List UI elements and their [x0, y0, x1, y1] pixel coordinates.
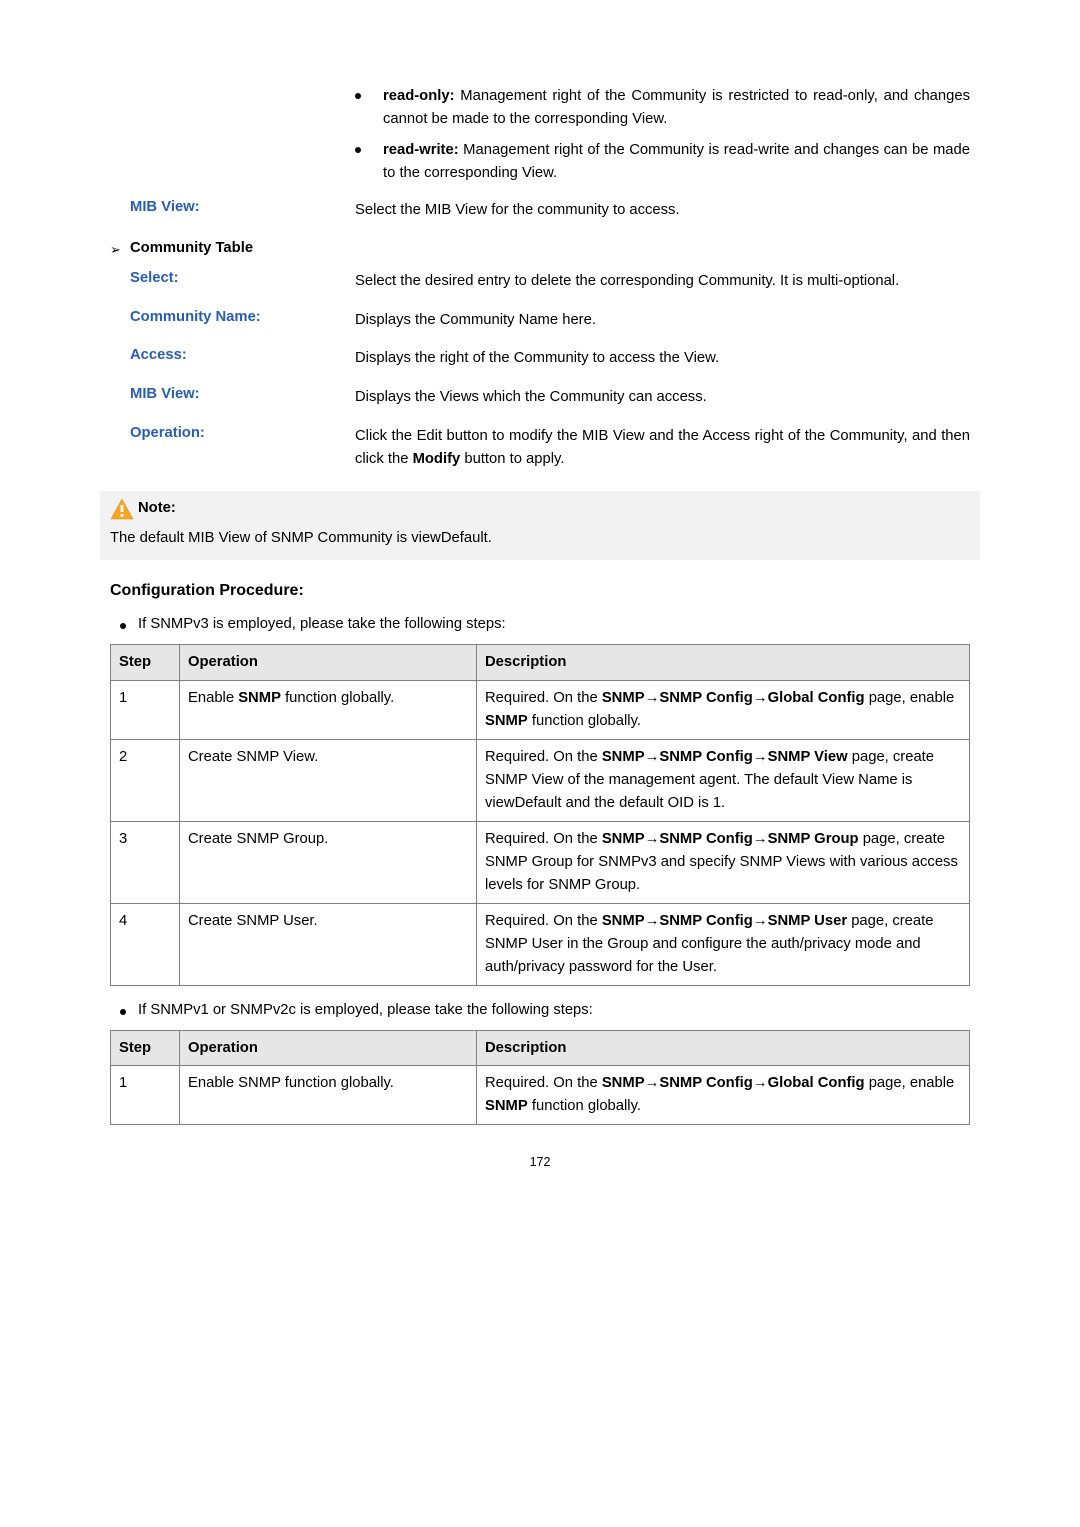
cell-op: Enable SNMP function globally. — [180, 1066, 477, 1125]
note-box: Note: The default MIB View of SNMP Commu… — [100, 491, 980, 560]
note-label: Note: — [138, 497, 176, 521]
bullet-icon — [355, 147, 361, 153]
section-community-table: ➢ Community Table — [110, 240, 970, 258]
desc-mib-view: Select the MIB View for the community to… — [355, 199, 970, 222]
desc-operation-post: button to apply. — [460, 451, 564, 467]
desc-access: Displays the right of the Community to a… — [355, 347, 970, 370]
note-text: The default MIB View of SNMP Community i… — [110, 527, 970, 551]
bullet-icon — [120, 623, 126, 629]
v12-steps-table: Step Operation Description 1 Enable SNMP… — [110, 1030, 970, 1126]
note-header: Note: — [110, 497, 970, 521]
desc-path: SNMP→SNMP Config→SNMP Group — [602, 831, 859, 847]
section-title: Community Table — [130, 240, 253, 256]
access-mode-desc: Management right of the Community is rea… — [383, 142, 970, 181]
term-operation: Operation: — [110, 425, 355, 441]
definition-row: Select: Select the desired entry to dele… — [110, 270, 970, 293]
v3-steps-table: Step Operation Description 1 Enable SNMP… — [110, 644, 970, 985]
page-number: 172 — [110, 1155, 970, 1169]
definition-row: Community Name: Displays the Community N… — [110, 309, 970, 332]
th-description: Description — [477, 1030, 970, 1066]
cell-step: 3 — [111, 822, 180, 904]
access-mode-list: read-only: Management right of the Commu… — [355, 85, 970, 185]
th-operation: Operation — [180, 1030, 477, 1066]
table-header-row: Step Operation Description — [111, 645, 970, 681]
cell-step: 1 — [111, 681, 180, 740]
op-post: function globally. — [281, 690, 394, 706]
access-mode-text: read-only: Management right of the Commu… — [383, 85, 970, 131]
desc-path: SNMP→SNMP Config→Global Config — [602, 690, 865, 706]
cell-step: 4 — [111, 903, 180, 985]
table-header-row: Step Operation Description — [111, 1030, 970, 1066]
desc-bold2: SNMP — [485, 713, 528, 729]
table-row: 4 Create SNMP User. Required. On the SNM… — [111, 903, 970, 985]
desc-mib-view-2: Displays the Views which the Community c… — [355, 386, 970, 409]
bullet-icon — [120, 1009, 126, 1015]
v3-intro-text: If SNMPv3 is employed, please take the f… — [138, 616, 506, 632]
table-row: 1 Enable SNMP function globally. Require… — [111, 681, 970, 740]
desc-pre: Required. On the — [485, 690, 602, 706]
definition-row: Operation: Click the Edit button to modi… — [110, 425, 970, 471]
desc-pre: Required. On the — [485, 913, 602, 929]
desc-bold2: SNMP — [485, 1098, 528, 1114]
desc-path: SNMP→SNMP Config→SNMP View — [602, 749, 848, 765]
desc-mid: page, enable — [865, 1075, 955, 1091]
th-step: Step — [111, 1030, 180, 1066]
access-mode-label: read-write: — [383, 142, 459, 158]
cell-step: 2 — [111, 740, 180, 822]
desc-pre: Required. On the — [485, 749, 602, 765]
desc-operation-bold: Modify — [413, 451, 461, 467]
table-row: 2 Create SNMP View. Required. On the SNM… — [111, 740, 970, 822]
v12-intro-text: If SNMPv1 or SNMPv2c is employed, please… — [138, 1002, 593, 1018]
cell-op: Enable SNMP function globally. — [180, 681, 477, 740]
desc-select: Select the desired entry to delete the c… — [355, 270, 970, 293]
definition-row: Access: Displays the right of the Commun… — [110, 347, 970, 370]
desc-pre: Required. On the — [485, 831, 602, 847]
op-pre: Enable — [188, 690, 238, 706]
desc-community-name: Displays the Community Name here. — [355, 309, 970, 332]
desc-pre: Required. On the — [485, 1075, 602, 1091]
desc-post: function globally. — [528, 1098, 641, 1114]
desc-mid: page, enable — [865, 690, 955, 706]
bullet-icon — [355, 93, 361, 99]
cell-op: Create SNMP User. — [180, 903, 477, 985]
access-mode-item: read-only: Management right of the Commu… — [355, 85, 970, 131]
definition-row: MIB View: Displays the Views which the C… — [110, 386, 970, 409]
term-mib-view-2: MIB View: — [110, 386, 355, 402]
chevron-icon: ➢ — [110, 242, 130, 258]
term-mib-view: MIB View: — [110, 199, 355, 215]
access-mode-item: read-write: Management right of the Comm… — [355, 139, 970, 185]
desc-post: function globally. — [528, 713, 641, 729]
cell-desc: Required. On the SNMP→SNMP Config→Global… — [477, 1066, 970, 1125]
table-row: 3 Create SNMP Group. Required. On the SN… — [111, 822, 970, 904]
th-step: Step — [111, 645, 180, 681]
access-mode-label: read-only: — [383, 88, 455, 104]
cell-desc: Required. On the SNMP→SNMP Config→SNMP U… — [477, 903, 970, 985]
v3-intro: If SNMPv3 is employed, please take the f… — [110, 616, 970, 632]
v12-intro: If SNMPv1 or SNMPv2c is employed, please… — [110, 1002, 970, 1018]
cell-step: 1 — [111, 1066, 180, 1125]
desc-path: SNMP→SNMP Config→Global Config — [602, 1075, 865, 1091]
access-mode-text: read-write: Management right of the Comm… — [383, 139, 970, 185]
cell-op: Create SNMP Group. — [180, 822, 477, 904]
desc-path: SNMP→SNMP Config→SNMP User — [602, 913, 847, 929]
cell-desc: Required. On the SNMP→SNMP Config→SNMP V… — [477, 740, 970, 822]
configuration-procedure-heading: Configuration Procedure: — [110, 582, 970, 600]
table-row: 1 Enable SNMP function globally. Require… — [111, 1066, 970, 1125]
op-bold: SNMP — [238, 690, 281, 706]
th-description: Description — [477, 645, 970, 681]
th-operation: Operation — [180, 645, 477, 681]
warning-icon — [110, 498, 134, 520]
term-select: Select: — [110, 270, 355, 286]
access-mode-desc: Management right of the Community is res… — [383, 88, 970, 127]
desc-operation: Click the Edit button to modify the MIB … — [355, 425, 970, 471]
definition-row: MIB View: Select the MIB View for the co… — [110, 199, 970, 222]
cell-op: Create SNMP View. — [180, 740, 477, 822]
cell-desc: Required. On the SNMP→SNMP Config→SNMP G… — [477, 822, 970, 904]
cell-desc: Required. On the SNMP→SNMP Config→Global… — [477, 681, 970, 740]
term-access: Access: — [110, 347, 355, 363]
term-community-name: Community Name: — [110, 309, 355, 325]
